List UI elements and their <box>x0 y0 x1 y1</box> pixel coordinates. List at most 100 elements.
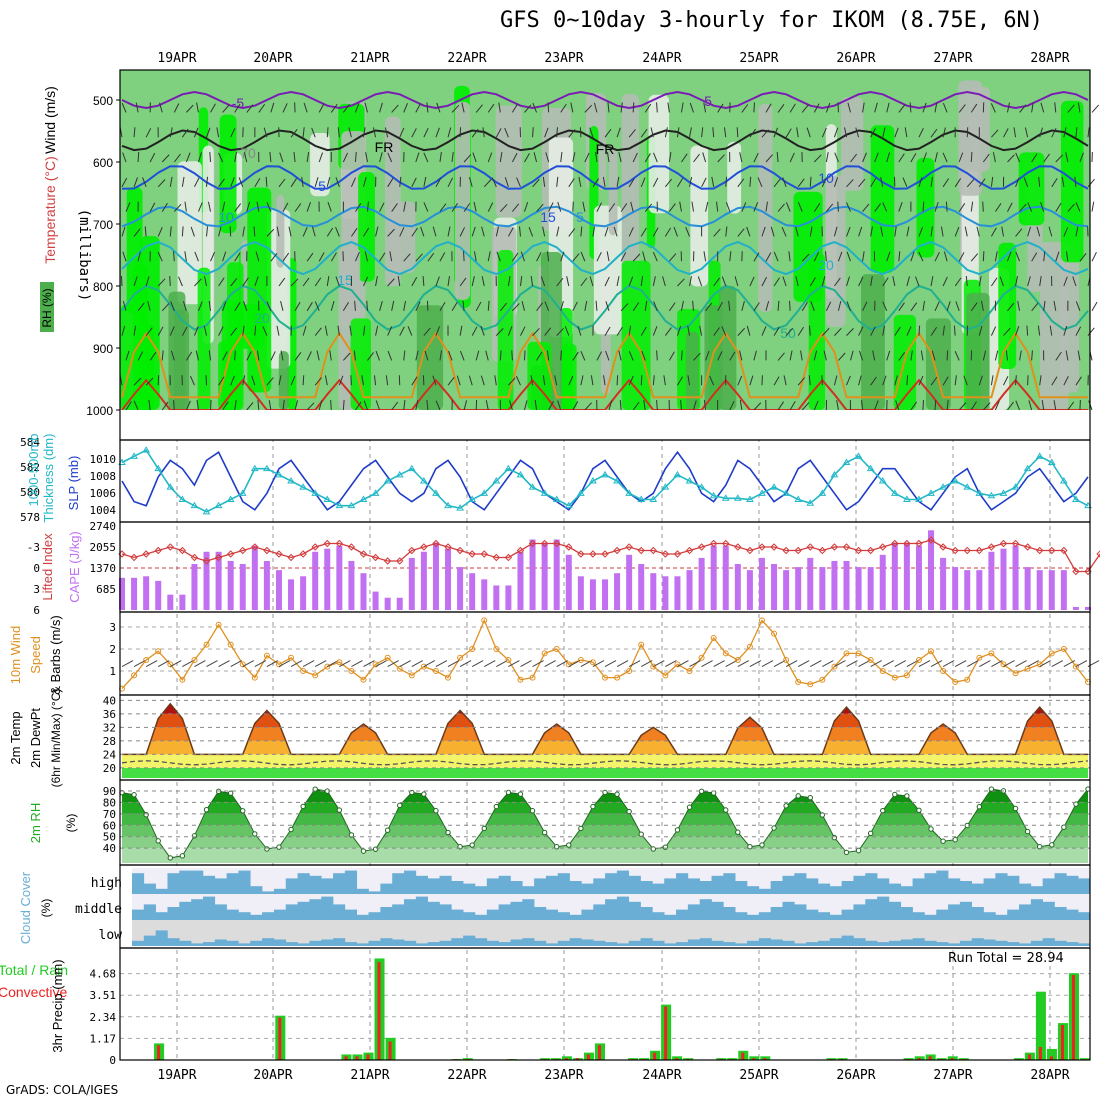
surface-gap <box>120 410 1090 440</box>
wind-barb <box>161 303 170 312</box>
wind-barb <box>801 253 810 262</box>
thickness-tick: 584 <box>20 436 40 449</box>
wind-marker <box>288 654 295 661</box>
rh-tick: 60 <box>103 819 116 832</box>
cloud-bar-low <box>747 940 760 946</box>
wind-barb <box>161 154 170 163</box>
li-marker <box>263 546 271 555</box>
surface-wind-barb <box>810 660 822 668</box>
wind-barb <box>447 377 455 386</box>
wind-barb <box>266 301 272 311</box>
wind-barb <box>855 127 860 138</box>
wind-barb <box>544 327 552 336</box>
cape-bar <box>746 570 753 610</box>
rh-lower-streak <box>132 264 148 410</box>
wind-barb <box>813 400 819 411</box>
pressure-tick: 700 <box>93 218 113 232</box>
wind-barb <box>689 276 692 287</box>
wind-barb <box>216 127 220 138</box>
wind-barb <box>149 351 157 361</box>
wind-barb <box>1007 251 1012 262</box>
wind-barb <box>813 350 818 361</box>
wind-barb <box>218 277 225 287</box>
wind-barb <box>1063 127 1067 138</box>
precip-conv-bar <box>664 1006 668 1060</box>
cape-bar <box>1072 606 1079 610</box>
li-tick: 0 <box>33 562 40 575</box>
wind-barb <box>894 375 898 386</box>
wind-barb <box>572 301 578 312</box>
wind-barb <box>734 276 739 287</box>
cloud-bar-low <box>900 939 913 946</box>
wind-barb <box>572 253 580 262</box>
wind-barb <box>463 400 468 411</box>
wind-barb <box>833 127 839 138</box>
wind-barb <box>536 302 543 312</box>
rh-lower-streak <box>173 309 190 410</box>
wind-barb <box>595 152 598 163</box>
wind-barb <box>689 102 694 113</box>
li-marker <box>927 536 935 544</box>
wind-barb <box>314 327 322 336</box>
wind-barb <box>540 276 546 287</box>
wind-barb <box>825 251 827 262</box>
wind-barb <box>459 350 465 361</box>
wind-barb <box>411 128 417 138</box>
wind-barb <box>193 326 199 336</box>
precip-tick: 1.17 <box>90 1032 117 1045</box>
wind-barb <box>942 178 950 188</box>
wind-barb <box>222 104 230 113</box>
wind-barb <box>942 325 945 336</box>
wind-barb <box>254 325 257 336</box>
cloud-bar-low <box>735 943 748 946</box>
wind-barb <box>148 400 151 411</box>
li-marker <box>516 546 525 555</box>
thickness-marker <box>613 477 621 484</box>
cape-bar <box>686 570 693 610</box>
cloud-bar-low <box>1078 943 1091 946</box>
wind-barb <box>930 226 933 237</box>
cloud-bar-middle <box>297 901 310 920</box>
wind-barb <box>970 151 973 163</box>
wind-barb <box>355 401 362 411</box>
surface-wind-barb <box>991 660 1003 668</box>
cloud-bar-middle <box>167 907 180 920</box>
cloud-bar-middle <box>463 912 476 920</box>
surface-wind-barb <box>894 660 907 668</box>
wind-barb <box>910 251 915 262</box>
wind-barb <box>834 277 841 287</box>
cloud-bar-high <box>853 875 866 894</box>
wind-barb <box>133 325 137 336</box>
wind-marker <box>541 650 548 657</box>
wind-barb <box>560 251 565 262</box>
wind-barb <box>716 201 719 212</box>
wind-barb <box>705 350 710 361</box>
cloud-bar-middle <box>1078 912 1091 920</box>
wind-barb <box>958 152 964 163</box>
wind-barb <box>195 350 199 361</box>
wind-barb <box>326 127 329 138</box>
cloud-bar-high <box>995 873 1008 894</box>
surface-wind-barb <box>1075 660 1088 668</box>
wind-barb <box>712 127 715 138</box>
thickness-marker <box>263 464 271 472</box>
li-marker <box>444 543 452 551</box>
wind-barb <box>711 176 715 187</box>
cloud-bar-high <box>250 886 263 894</box>
wind-barb <box>930 327 938 336</box>
cloud-bar-middle <box>628 901 641 920</box>
wind-barb <box>251 375 256 386</box>
rh-marker <box>336 807 343 813</box>
wind-barb <box>942 102 948 113</box>
wind-barb <box>532 327 540 336</box>
cloud-bar-high <box>463 883 476 894</box>
cloud-bar-high <box>522 886 535 894</box>
wind-barb <box>618 152 622 163</box>
cloud-bar-high <box>640 881 653 894</box>
cloud-bar-low <box>368 940 381 946</box>
rh-streak <box>495 105 522 218</box>
wind-barb <box>173 399 175 411</box>
day-label-bottom: 26APR <box>836 1068 875 1083</box>
wind-barb <box>668 203 676 212</box>
cloud-bar-middle <box>983 912 996 920</box>
